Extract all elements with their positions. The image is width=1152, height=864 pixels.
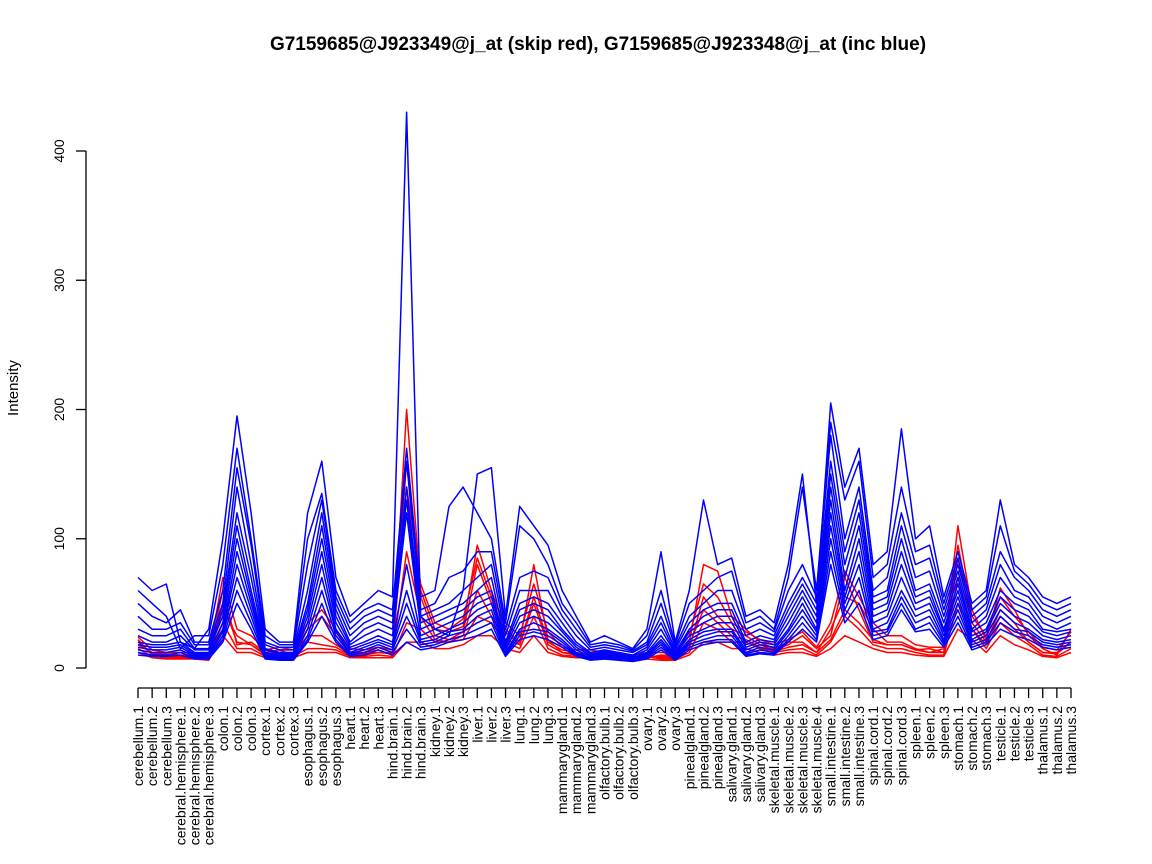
x-tick-label: esophagus.1	[300, 706, 316, 786]
x-tick-label: small.intestine.3	[851, 706, 867, 807]
x-tick-label: heart.2	[356, 706, 372, 750]
y-axis-label: Intensity	[5, 360, 22, 416]
x-tick-label: cerebral.hemisphere.2	[187, 706, 203, 846]
x-tick-label: stomach.1	[950, 706, 966, 771]
y-tick-label: 0	[51, 664, 67, 672]
x-tick-label: olfactory.bulb.3	[625, 706, 641, 800]
x-tick-label: liver.2	[483, 706, 499, 743]
plot-lines	[137, 111, 1072, 663]
x-tick-label: colon.1	[215, 706, 231, 751]
y-tick-label: 400	[51, 139, 67, 163]
x-tick-label: small.intestine.2	[837, 706, 853, 807]
series-line-skip-1	[137, 460, 1072, 659]
series-line-inc-6	[137, 111, 1072, 650]
x-tick-label: mammarygland.2	[568, 706, 584, 814]
x-tick-label: cerebral.hemisphere.3	[201, 706, 217, 846]
x-tick-label: testicle.1	[992, 706, 1008, 761]
x-tick-label: cerebellum.3	[158, 706, 174, 786]
x-tick-label: mammarygland.1	[554, 706, 570, 814]
x-tick-label: spleen.3	[936, 706, 952, 759]
x-tick-label: liver.3	[498, 706, 514, 743]
x-tick-label: pinealgland.3	[710, 706, 726, 790]
x-tick-label: skeletal.muscle.1	[766, 706, 782, 814]
y-tick-label: 300	[51, 268, 67, 292]
x-tick-label: pinealgland.2	[695, 706, 711, 790]
x-tick-label: hind.brain.2	[399, 706, 415, 779]
x-tick-label: olfactory.bulb.1	[597, 706, 613, 800]
x-tick-label: spleen.2	[922, 706, 938, 759]
x-tick-label: small.intestine.1	[823, 706, 839, 807]
x-tick-label: heart.1	[342, 706, 358, 750]
y-tick-label: 200	[51, 398, 67, 422]
y-axis: 0 100 200 300 400	[51, 139, 87, 672]
x-tick-label: thalamus.1	[1035, 706, 1051, 775]
x-tick-label: kidney.1	[427, 706, 443, 757]
x-tick-label: ovary.3	[667, 706, 683, 751]
x-axis: cerebellum.1cerebellum.2cerebellum.3cere…	[130, 687, 1079, 846]
x-tick-label: spinal.cord.3	[893, 706, 909, 786]
x-tick-label: skeletal.muscle.3	[794, 706, 810, 814]
x-tick-label: mammarygland.3	[582, 706, 598, 814]
x-tick-label: salivary.gland.1	[724, 706, 740, 802]
x-tick-label: colon.3	[243, 706, 259, 751]
x-tick-label: spleen.1	[908, 706, 924, 759]
x-tick-label: spinal.cord.1	[865, 706, 881, 786]
series-line-inc-17	[137, 563, 1072, 663]
x-tick-label: hind.brain.3	[413, 706, 429, 779]
x-tick-label: liver.1	[469, 706, 485, 743]
x-tick-label: lung.1	[512, 706, 528, 744]
x-tick-label: cortex.2	[271, 706, 287, 756]
x-tick-label: pinealgland.1	[681, 706, 697, 790]
x-tick-label: cerebellum.1	[130, 706, 146, 786]
x-tick-label: stomach.3	[978, 706, 994, 771]
x-tick-label: lung.3	[540, 706, 556, 744]
x-tick-label: stomach.2	[964, 706, 980, 771]
x-tick-label: esophagus.3	[328, 706, 344, 786]
x-tick-label: testicle.3	[1021, 706, 1037, 761]
x-tick-label: skeletal.muscle.2	[780, 706, 796, 814]
x-tick-label: cerebral.hemisphere.1	[172, 706, 188, 846]
series-line-inc-12	[137, 499, 1072, 659]
x-tick-label: esophagus.2	[314, 706, 330, 786]
x-tick-label: colon.2	[229, 706, 245, 751]
x-tick-label: spinal.cord.2	[879, 706, 895, 786]
x-tick-label: testicle.2	[1006, 706, 1022, 761]
x-tick-label: kidney.2	[441, 706, 457, 757]
x-tick-label: cerebellum.2	[144, 706, 160, 786]
x-tick-label: kidney.3	[455, 706, 471, 757]
x-tick-label: salivary.gland.3	[752, 706, 768, 802]
x-tick-label: ovary.2	[653, 706, 669, 751]
y-tick-label: 100	[51, 527, 67, 551]
x-tick-label: olfactory.bulb.2	[611, 706, 627, 800]
x-tick-label: skeletal.muscle.4	[809, 706, 825, 814]
x-tick-label: salivary.gland.2	[738, 706, 754, 802]
x-tick-label: ovary.1	[639, 706, 655, 751]
x-tick-label: thalamus.3	[1063, 706, 1079, 775]
x-tick-label: cortex.3	[286, 706, 302, 756]
x-tick-label: hind.brain.1	[384, 706, 400, 779]
x-tick-label: thalamus.2	[1049, 706, 1065, 775]
chart-title: G7159685@J923349@j_at (skip red), G71596…	[270, 34, 926, 55]
x-tick-label: heart.3	[370, 706, 386, 750]
x-tick-label: cortex.1	[257, 706, 273, 756]
x-tick-label: lung.2	[526, 706, 542, 744]
